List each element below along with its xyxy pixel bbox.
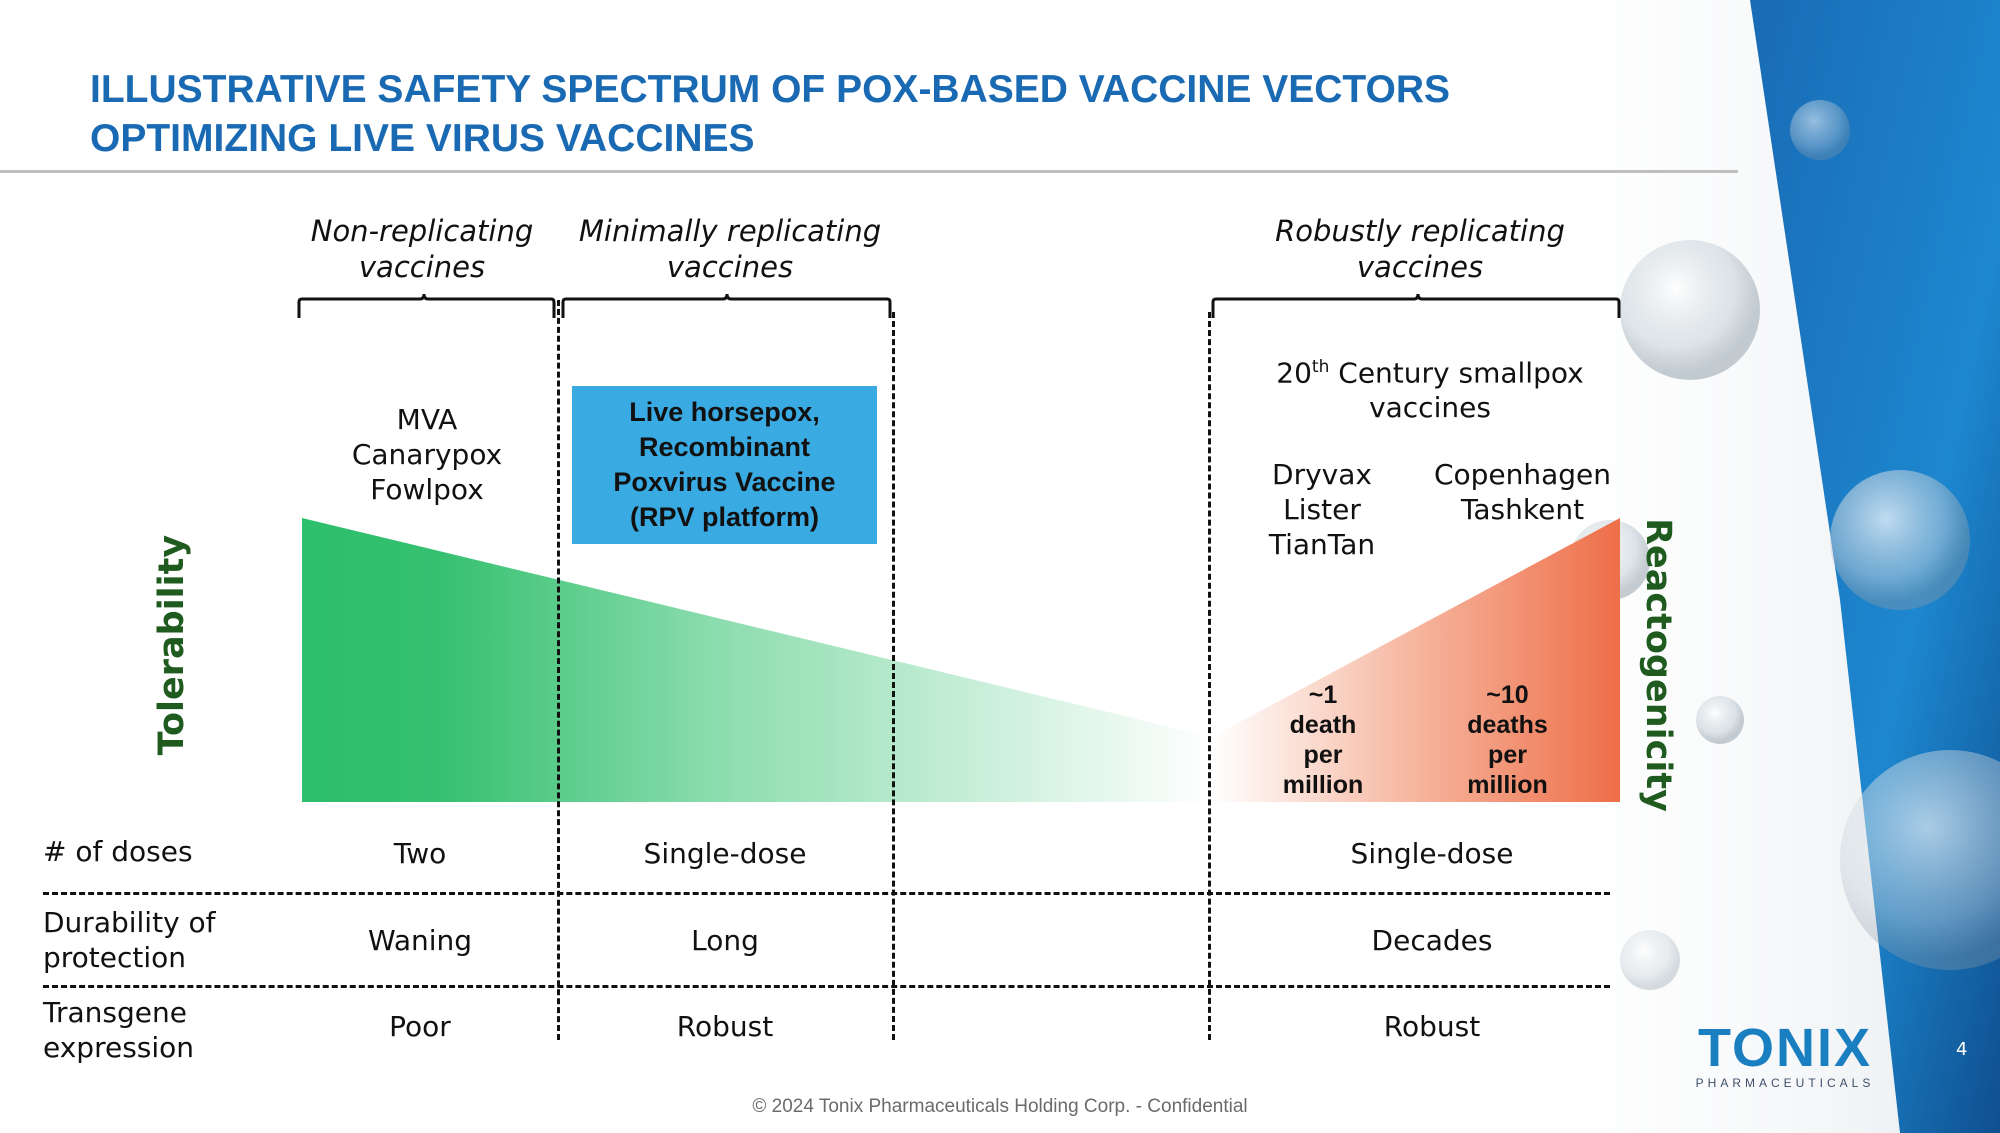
spectrum-wedges — [302, 518, 1620, 802]
reactogenicity-axis-label: Reactogenicity — [1638, 518, 1678, 812]
death-rate-line: per — [1488, 741, 1527, 769]
death-rate-line: million — [1467, 771, 1548, 799]
bracket-minimally-replicating — [561, 293, 892, 318]
title-divider — [0, 170, 1738, 173]
death-rate-line: million — [1282, 771, 1364, 799]
cell-doses-robust: Single-dose — [1350, 837, 1514, 870]
cell-durability-minimal: Long — [691, 924, 759, 957]
row-divider — [43, 892, 1610, 895]
smallpox-vaccines-heading: 20th Century smallpox vaccines — [1230, 350, 1630, 425]
death-rate-note-a: ~1 death per million — [1263, 680, 1383, 800]
rpv-line: (RPV platform) — [629, 502, 819, 532]
death-rate-line: per — [1303, 741, 1343, 769]
row-label-line: # of doses — [43, 835, 193, 868]
death-rate-line: death — [1289, 711, 1357, 739]
slide-title-line-1: ILLUSTRATIVE SAFETY SPECTRUM OF POX-BASE… — [90, 68, 1451, 111]
logo-subtitle: PHARMACEUTICALS — [1695, 1076, 1875, 1090]
vaccine-name: MVA — [396, 403, 458, 436]
heading-rest: Century smallpox — [1329, 356, 1584, 390]
category-label-line: Minimally replicating — [578, 214, 882, 248]
column-divider — [557, 300, 560, 1040]
column-divider — [1208, 312, 1211, 1040]
row-divider — [43, 985, 1610, 988]
slide-title-line-2: OPTIMIZING LIVE VIRUS VACCINES — [90, 117, 755, 160]
category-minimally-replicating: Minimally replicating vaccines — [560, 213, 900, 285]
rpv-line: Recombinant — [638, 432, 810, 462]
death-rate-line: deaths — [1467, 711, 1548, 739]
row-label-line: protection — [43, 941, 187, 974]
footer-copyright: © 2024 Tonix Pharmaceuticals Holding Cor… — [752, 1096, 1248, 1117]
cell-durability-non: Waning — [367, 924, 473, 957]
column-divider — [892, 312, 895, 1040]
rpv-platform-box: Live horsepox, Recombinant Poxvirus Vacc… — [572, 386, 877, 544]
smallpox-heading-line-1: 20th Century smallpox — [1230, 350, 1630, 390]
vaccine-name: Tashkent — [1460, 493, 1585, 526]
background-molecule-image — [1480, 0, 2000, 1133]
category-non-replicating: Non-replicating vaccines — [292, 213, 552, 285]
smallpox-vaccines-group-b: Copenhagen Tashkent — [1420, 457, 1625, 527]
row-label-transgene: Transgene expression — [43, 995, 194, 1065]
category-label-line: Robustly replicating — [1275, 214, 1565, 248]
vaccine-name: Copenhagen — [1433, 458, 1612, 491]
death-rate-note-b: ~10 deaths per million — [1445, 680, 1570, 800]
cell-transgene-non: Poor — [389, 1010, 451, 1043]
cell-doses-minimal: Single-dose — [643, 837, 807, 870]
cell-transgene-robust: Robust — [1383, 1010, 1481, 1043]
category-robustly-replicating: Robustly replicating vaccines — [1240, 213, 1600, 285]
logo-wordmark: TONIX — [1697, 1018, 1873, 1078]
tolerability-axis-label: Tolerability — [152, 534, 192, 756]
death-rate-line: ~10 — [1486, 681, 1529, 709]
bracket-robustly-replicating — [1211, 293, 1621, 318]
category-label-line: vaccines — [358, 250, 486, 284]
heading-superscript: th — [1311, 357, 1330, 377]
row-label-line: Transgene — [43, 996, 187, 1029]
category-label-line: vaccines — [666, 250, 794, 284]
cell-transgene-minimal: Robust — [676, 1010, 774, 1043]
vaccine-name: Canarypox — [351, 438, 503, 471]
reactogenicity-wedge — [1212, 518, 1620, 802]
vaccine-name: Dryvax — [1272, 458, 1372, 491]
rpv-line: Live horsepox, — [629, 397, 820, 427]
tolerability-wedge — [302, 518, 1212, 802]
rpv-platform-text: Live horsepox, Recombinant Poxvirus Vacc… — [613, 395, 835, 535]
cell-durability-robust: Decades — [1371, 924, 1493, 957]
row-label-line: expression — [43, 1031, 195, 1064]
non-replicating-vaccine-list: MVA Canarypox Fowlpox — [327, 402, 527, 507]
vaccine-name: TianTan — [1268, 528, 1376, 561]
page-number: 4 — [1956, 1039, 1968, 1060]
category-label-line: vaccines — [1356, 250, 1484, 284]
cell-doses-non: Two — [393, 837, 447, 870]
tonix-logo: TONIX PHARMACEUTICALS — [1685, 1020, 1885, 1092]
smallpox-vaccines-group-a: Dryvax Lister TianTan — [1232, 457, 1412, 562]
row-label-durability: Durability of protection — [43, 905, 216, 975]
vaccine-name: Lister — [1283, 493, 1361, 526]
heading-prefix: 20 — [1276, 356, 1312, 390]
category-label-line: Non-replicating — [310, 214, 534, 248]
vaccine-name: Fowlpox — [370, 473, 484, 506]
row-label-line: Durability of — [43, 906, 216, 939]
bracket-non-replicating — [297, 293, 556, 318]
death-rate-line: ~1 — [1308, 681, 1338, 709]
rpv-line: Poxvirus Vaccine — [613, 467, 836, 497]
row-label-doses: # of doses — [43, 834, 193, 869]
smallpox-heading-line-2: vaccines — [1369, 391, 1491, 425]
